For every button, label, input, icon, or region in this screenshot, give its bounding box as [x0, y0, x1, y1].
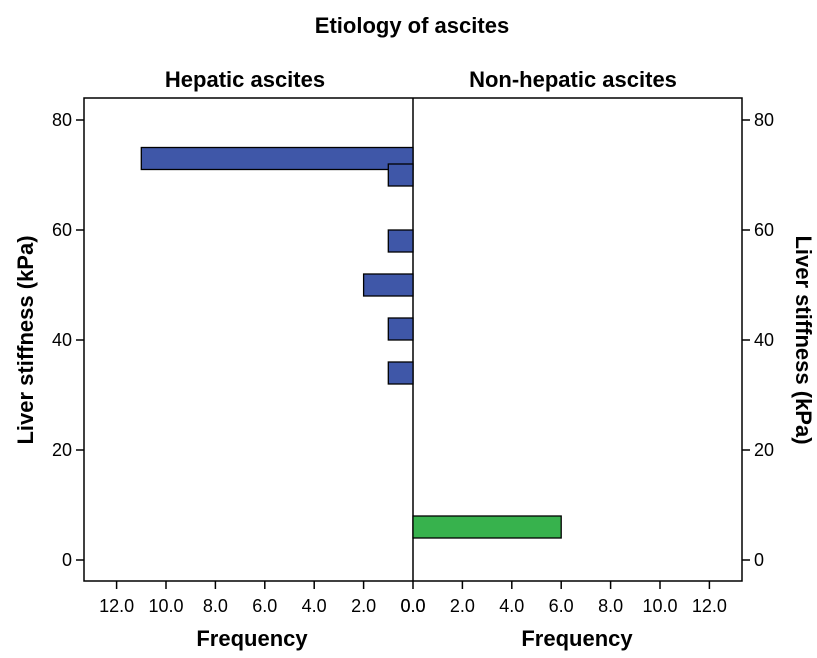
- x-tick-label-left-0: 0.0: [400, 596, 425, 616]
- bars-layer: [140, 146, 562, 539]
- x-tick-label-right-4: 8.0: [598, 596, 623, 616]
- panel-title-right: Non-hepatic ascites: [469, 67, 677, 92]
- y-axis-label-left: Liver stiffness (kPa): [13, 235, 38, 444]
- y-tick-label-left-0: 0: [62, 550, 72, 570]
- panel-title-left: Hepatic ascites: [165, 67, 325, 92]
- y-tick-label-left-60: 60: [52, 220, 72, 240]
- bar-left-4: [387, 317, 414, 341]
- y-tick-label-right-20: 20: [754, 440, 774, 460]
- ticks-layer: 0 0 20 20 40 40 60 60 80 80 0.0 2.0 4.0 6.0 8.0 10.0 12.…: [52, 110, 774, 616]
- y-tick-label-left-40: 40: [52, 330, 72, 350]
- x-tick-label-right-3: 6.0: [549, 596, 574, 616]
- x-tick-label-left-3: 6.0: [252, 596, 277, 616]
- y-tick-label-left-20: 20: [52, 440, 72, 460]
- y-tick-label-right-0: 0: [754, 550, 764, 570]
- bar-left-5: [387, 361, 414, 385]
- y-tick-label-right-60: 60: [754, 220, 774, 240]
- x-tick-label-left-2: 4.0: [302, 596, 327, 616]
- bar-left-0: [140, 146, 414, 171]
- chart-title: Etiology of ascites: [315, 13, 509, 38]
- bar-left-3: [362, 273, 414, 297]
- x-tick-label-right-6: 12.0: [692, 596, 727, 616]
- x-axis-label-left: Frequency: [196, 626, 308, 651]
- x-axis-label-right: Frequency: [521, 626, 633, 651]
- bar-right-0: [412, 515, 562, 539]
- x-tick-label-right-2: 4.0: [499, 596, 524, 616]
- bar-left-2: [387, 229, 414, 253]
- x-tick-label-left-6: 12.0: [99, 596, 134, 616]
- x-tick-label-right-5: 10.0: [642, 596, 677, 616]
- x-tick-label-left-4: 8.0: [203, 596, 228, 616]
- x-tick-label-right-0: 0.0: [400, 596, 425, 616]
- y-tick-label-right-40: 40: [754, 330, 774, 350]
- x-tick-label-right-1: 2.0: [450, 596, 475, 616]
- x-tick-label-left-5: 10.0: [148, 596, 183, 616]
- y-tick-label-right-80: 80: [754, 110, 774, 130]
- x-tick-label-left-1: 2.0: [351, 596, 376, 616]
- y-axis-label-right: Liver stiffness (kPa): [791, 235, 816, 444]
- bar-left-1: [387, 163, 414, 187]
- y-tick-label-left-80: 80: [52, 110, 72, 130]
